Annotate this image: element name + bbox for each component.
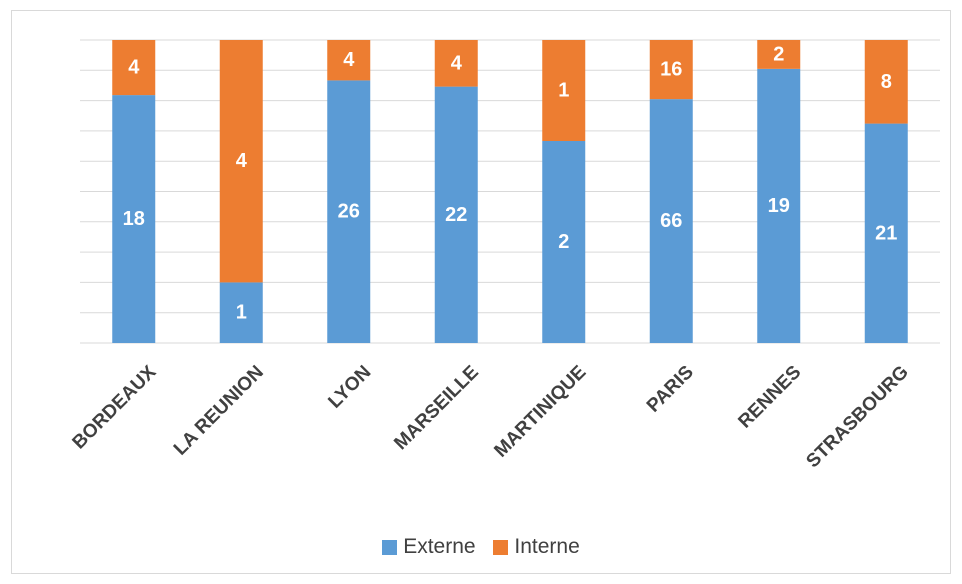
bars: [112, 40, 908, 344]
bar-externe-rennes: [757, 68, 801, 343]
bar-interne-lyon: [327, 40, 371, 81]
data-label-interne-paris: 16: [660, 59, 682, 81]
bar-interne-marseille: [434, 40, 478, 87]
data-label-interne-marseille: 4: [451, 52, 463, 74]
bar-externe-lyon: [327, 80, 371, 344]
category-label-la-reunion: LA REUNION: [170, 362, 268, 460]
data-label-interne-bordeaux: 4: [128, 57, 140, 79]
data-label-interne-martinique: 1: [558, 80, 569, 102]
bar-interne-paris: [649, 40, 693, 100]
bar-externe-bordeaux: [112, 95, 156, 343]
data-label-externe-rennes: 19: [768, 195, 790, 217]
category-label-bordeaux: BORDEAUX: [69, 362, 161, 454]
category-label-marseille: MARSEILLE: [390, 362, 482, 454]
data-label-externe-paris: 66: [660, 210, 682, 232]
bar-interne-rennes: [757, 40, 801, 69]
gridlines: [80, 39, 940, 344]
legend: Externe Interne: [0, 535, 962, 561]
category-label-strasbourg: STRASBOURG: [802, 362, 912, 472]
data-label-externe-lyon: 26: [338, 201, 360, 223]
legend-swatch-externe: [382, 539, 398, 555]
data-label-interne-strasbourg: 8: [881, 71, 892, 93]
bar-interne-bordeaux: [112, 40, 156, 96]
category-labels: BORDEAUX LA REUNION LYON MARSEILLE MARTINIQU…: [69, 362, 913, 473]
data-label-externe-strasbourg: 21: [875, 222, 897, 244]
legend-label-interne: Interne: [514, 535, 580, 558]
data-label-interne-la-reunion: 4: [236, 150, 248, 172]
legend-label-externe: Externe: [403, 535, 476, 558]
bar-externe-strasbourg: [864, 123, 908, 343]
data-label-externe-bordeaux: 18: [123, 208, 145, 230]
category-label-martinique: MARTINIQUE: [490, 362, 590, 462]
bar-interne-la-reunion: [219, 40, 263, 283]
bar-interne-strasbourg: [864, 40, 908, 124]
legend-swatch-interne: [493, 539, 509, 555]
category-label-lyon: LYON: [324, 362, 375, 413]
bar-interne-martinique: [542, 40, 586, 141]
data-label-interne-rennes: 2: [773, 43, 784, 65]
bar-externe-marseille: [434, 86, 478, 343]
data-label-externe-martinique: 2: [558, 231, 569, 253]
bar-externe-la-reunion: [219, 282, 263, 343]
data-label-externe-marseille: 22: [445, 204, 467, 226]
category-label-paris: PARIS: [643, 362, 698, 417]
legend-item-interne: Interne: [493, 535, 580, 559]
legend-item-externe: Externe: [382, 535, 476, 559]
data-label-externe-la-reunion: 1: [236, 302, 247, 324]
category-label-rennes: RENNES: [734, 362, 805, 433]
bar-externe-martinique: [542, 141, 586, 343]
bar-externe-paris: [649, 99, 693, 343]
data-label-interne-lyon: 4: [343, 49, 355, 71]
